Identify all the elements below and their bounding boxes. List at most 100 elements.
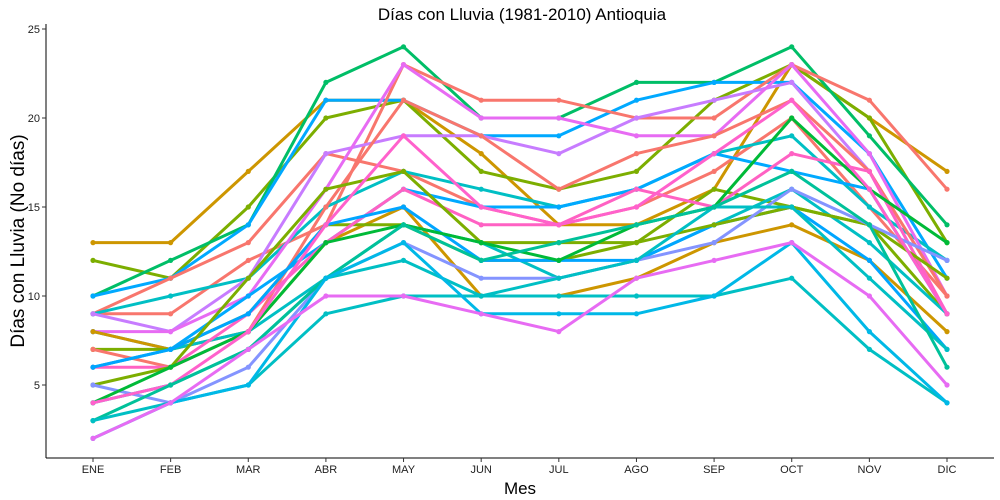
data-point (90, 435, 96, 441)
data-point (323, 293, 329, 299)
data-point (478, 222, 484, 228)
data-point (711, 133, 717, 139)
data-point (789, 62, 795, 68)
data-point (168, 293, 174, 299)
data-point (866, 293, 873, 299)
data-point (866, 222, 873, 228)
data-point (556, 293, 562, 299)
series-21 (90, 97, 950, 406)
data-point (866, 240, 873, 246)
data-point (711, 151, 717, 157)
x-axis-label: Mes (504, 479, 536, 498)
data-point (866, 346, 873, 352)
data-point (478, 257, 484, 263)
data-point (711, 115, 717, 121)
series-line (91, 63, 949, 334)
data-point (168, 400, 174, 406)
data-point (711, 97, 717, 103)
data-point (478, 311, 484, 317)
data-point (944, 346, 950, 352)
data-point (944, 222, 950, 228)
data-point (711, 204, 717, 210)
data-point (245, 168, 251, 174)
data-point (90, 257, 96, 263)
series-line (91, 80, 949, 334)
data-point (789, 133, 795, 139)
data-point (400, 257, 407, 263)
x-tick-label: JUL (549, 464, 569, 476)
data-point (400, 62, 407, 68)
data-point (90, 329, 96, 335)
x-tick-label: AGO (624, 464, 649, 476)
data-point (789, 151, 795, 157)
data-point (478, 275, 484, 281)
data-point (323, 204, 329, 210)
data-point (633, 275, 640, 281)
data-point (633, 151, 640, 157)
y-tick-label: 15 (28, 202, 40, 214)
data-point (944, 257, 950, 263)
data-point (478, 115, 484, 121)
data-point (711, 79, 717, 85)
series-line (91, 152, 949, 369)
data-point (789, 97, 795, 103)
data-point (400, 44, 407, 50)
ticks-layer: 5 10 15 20 25 ENE FEB MAR ABR MAY JUN JUL AGO SEP OCT N… (28, 24, 957, 476)
data-point (323, 115, 329, 121)
data-point (478, 151, 484, 157)
data-point (400, 222, 407, 228)
data-point (633, 79, 640, 85)
data-point (478, 97, 484, 103)
data-point (633, 240, 640, 246)
y-tick-label: 10 (28, 291, 40, 303)
x-tick-label: SEP (703, 464, 725, 476)
data-point (556, 257, 562, 263)
x-tick-label: JUN (470, 464, 491, 476)
data-point (168, 346, 174, 352)
data-point (478, 240, 484, 246)
data-point (711, 293, 717, 299)
x-tick-label: MAR (236, 464, 261, 476)
x-tick-label: MAY (392, 464, 416, 476)
data-point (556, 204, 562, 210)
data-point (556, 275, 562, 281)
data-point (944, 186, 950, 192)
data-point (245, 364, 251, 370)
data-point (168, 382, 174, 388)
data-point (478, 168, 484, 174)
data-point (556, 115, 562, 121)
data-point (245, 222, 251, 228)
data-point (323, 97, 329, 103)
data-point (633, 115, 640, 121)
series-line (91, 63, 949, 280)
y-tick-label: 25 (28, 24, 40, 36)
series-line (91, 169, 949, 387)
data-point (944, 400, 950, 406)
data-point (478, 133, 484, 139)
data-point (633, 204, 640, 210)
axes-layer (45, 24, 994, 459)
data-point (556, 222, 562, 228)
data-point (711, 257, 717, 263)
y-tick-label: 20 (28, 113, 40, 125)
data-point (400, 186, 407, 192)
data-point (866, 133, 873, 139)
data-point (866, 186, 873, 192)
data-point (944, 275, 950, 281)
data-point (789, 222, 795, 228)
series-25 (90, 240, 950, 441)
x-tick-label: OCT (780, 464, 804, 476)
data-point (245, 204, 251, 210)
data-point (323, 275, 329, 281)
data-point (168, 257, 174, 263)
data-point (90, 240, 96, 246)
data-point (400, 97, 407, 103)
data-point (633, 186, 640, 192)
series-line (91, 63, 949, 316)
data-point (944, 382, 950, 388)
data-point (866, 204, 873, 210)
data-point (789, 186, 795, 192)
data-point (556, 311, 562, 317)
series-line (91, 98, 949, 405)
